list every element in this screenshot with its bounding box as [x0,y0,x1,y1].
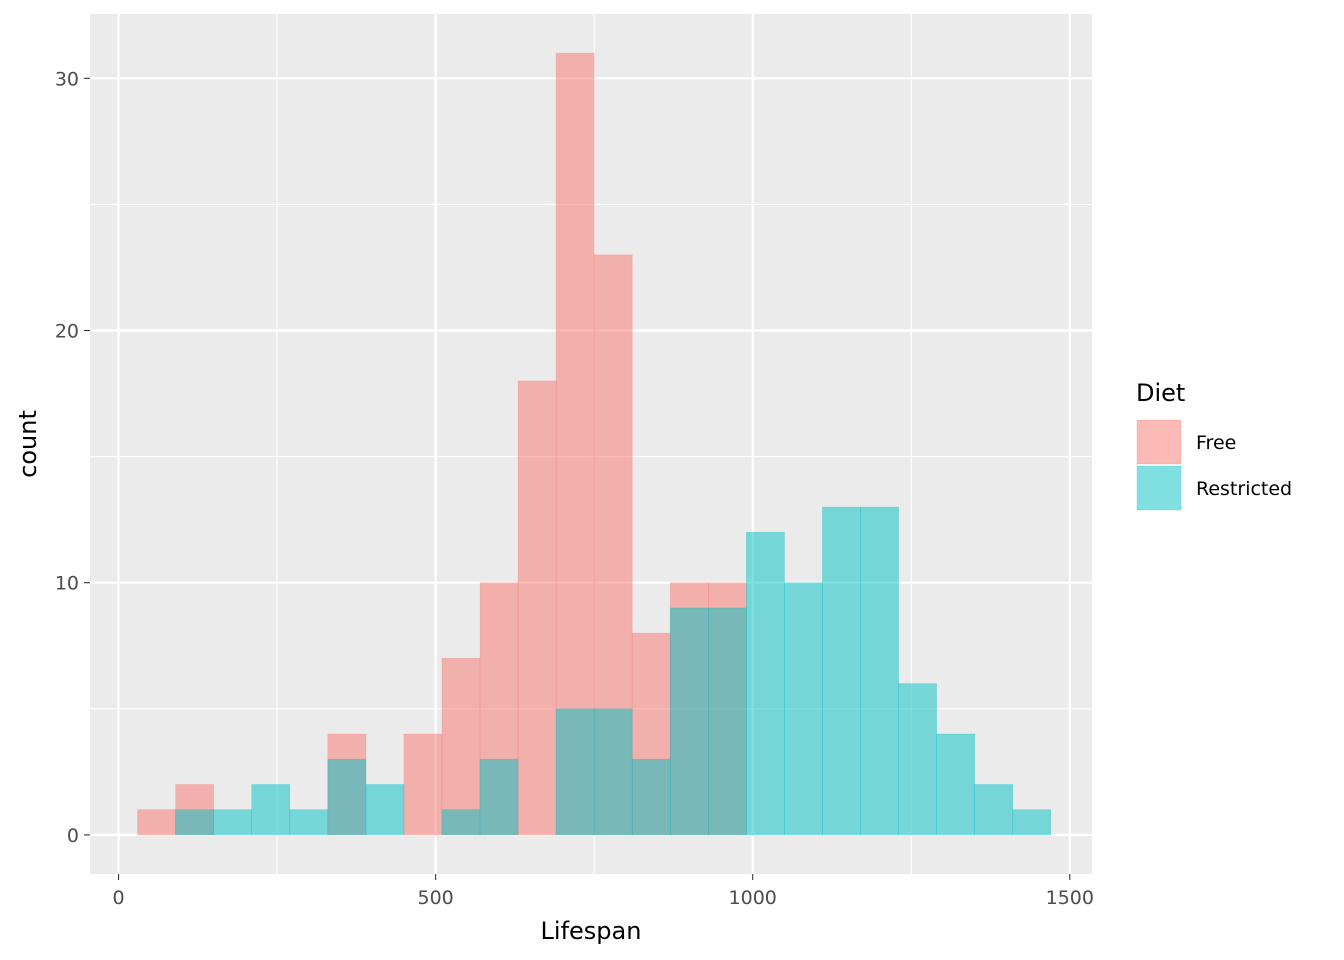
bar-restricted [213,809,253,836]
bar-restricted [289,809,329,836]
bar-restricted [251,784,291,836]
x-tick-label: 1000 [729,887,777,909]
legend-swatch-free [1136,419,1182,465]
legend: Diet Free Restricted [1136,379,1292,511]
y-tick-label: 30 [55,68,79,90]
legend-label-free: Free [1196,432,1236,454]
bar-restricted [669,607,709,836]
bar-restricted [555,708,595,836]
y-tick-label: 0 [67,825,79,847]
legend-items: Free Restricted [1136,419,1292,511]
bar-restricted [784,582,823,836]
x-axis-title: Lifespan [541,917,642,945]
bar-restricted [822,506,861,836]
bar-free [441,658,481,836]
legend-swatch-restricted [1136,465,1182,511]
bar-free [403,733,443,836]
bar-free [555,52,595,836]
x-tick-label: 1500 [1046,887,1094,909]
y-tick-label: 20 [55,321,79,343]
bar-restricted [936,733,975,836]
bar-restricted [974,784,1014,836]
x-axis: 0 500 1000 1500 [112,874,1094,909]
bar-restricted [327,758,367,836]
bar-restricted [479,758,519,836]
histogram-bars [137,52,1052,836]
y-axis-title: count [14,410,42,478]
bar-restricted [631,758,671,836]
bar-restricted [898,683,937,836]
y-tick-label: 10 [55,573,79,595]
y-axis: 0 10 20 30 [55,68,90,847]
bar-restricted [175,809,214,836]
bar-restricted [860,506,899,836]
bar-free [137,809,176,836]
bar-restricted [365,784,405,836]
bar-restricted [708,607,747,836]
legend-label-restricted: Restricted [1196,478,1292,500]
bar-restricted [746,531,785,836]
bar-restricted [593,708,633,836]
bar-restricted [1012,809,1052,836]
x-tick-label: 0 [112,887,124,909]
x-tick-label: 500 [417,887,453,909]
bar-free [517,380,557,836]
bar-restricted [441,809,481,836]
legend-title: Diet [1136,379,1185,407]
